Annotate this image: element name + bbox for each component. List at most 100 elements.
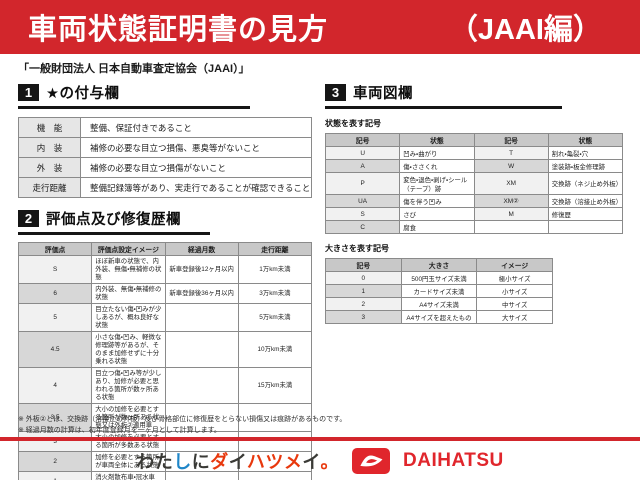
table-row: A 傷・ささくれ W 塗装跡・板金修理跡 <box>324 159 624 173</box>
table-row: P 変色・退色・剥げ・シール（テープ）跡 XM 交換跡（ネジ止め外板） <box>324 172 624 195</box>
table-cell <box>473 220 549 234</box>
column-header: 記号 <box>473 133 549 147</box>
table-row: 5 目立たない傷・凹みが少しあるが、概ね良好な状態 5万km未満 <box>17 303 313 332</box>
table-cell: 傷・ささくれ <box>399 159 475 173</box>
table-cell: 大サイズ <box>476 310 553 324</box>
table-cell: 2 <box>325 297 402 311</box>
table-cell: 内外装、無傷・無補修の状態 <box>91 283 166 304</box>
title-banner: 車両状態証明書の見方 （JAAI編） <box>0 0 640 54</box>
table-cell: XM <box>473 172 549 195</box>
section-1-title: ★の付与欄 <box>46 86 120 102</box>
table-cell: S <box>324 207 401 221</box>
table-cell: 傷を伴う凹み <box>399 194 475 208</box>
table-cell: 補修の必要な目立つ損傷、悪臭等がないこと <box>80 137 312 158</box>
table-cell: 10万km未満 <box>237 331 313 368</box>
condition-table-label: 状態を表す記号 <box>325 119 381 128</box>
column-header: イメージ <box>476 258 553 272</box>
table-cell: C <box>324 220 401 234</box>
table-cell: 交換跡（ネジ止め外板） <box>547 172 624 195</box>
table-cell: UA <box>324 194 401 208</box>
table-cell <box>164 367 239 404</box>
table-cell <box>164 331 239 368</box>
table-cell: 補修の必要な目立つ損傷がないこと <box>80 157 312 178</box>
table-cell <box>237 471 313 480</box>
table-cell: 4 <box>17 367 93 404</box>
brand-tagline: わたしにダイハツメイ。 <box>136 448 339 474</box>
size-table-label: 大きさを表す記号 <box>325 244 389 253</box>
table-row: UA 傷を伴う凹み XM② 交換跡（溶接止め外板） <box>324 194 624 208</box>
table-cell: 腐食 <box>399 220 475 234</box>
divider-rule <box>0 437 640 441</box>
table-row: 3 A4サイズを超えたもの 大サイズ <box>325 310 553 324</box>
table-row: 6 内外装、無傷・無補修の状態 新車登録後36ヶ月以内 3万km未満 <box>17 283 313 304</box>
table-cell: 機 能 <box>18 117 81 138</box>
table-row: 走行距離 整備記録簿等があり、実走行であることが確認できること <box>18 177 312 198</box>
table-row: 1 カードサイズ未満 小サイズ <box>325 284 553 298</box>
table-cell: 4.5 <box>17 331 93 368</box>
table-cell: 3万km未満 <box>237 283 313 304</box>
table-cell: 5万km未満 <box>237 303 313 332</box>
table-cell: 小さな傷・凹み、軽微な修理跡等があるが、そのまま加修せずに十分乗れる状態 <box>91 331 166 368</box>
table-cell: 塗装跡・板金修理跡 <box>547 159 624 173</box>
column-header: 経過月数 <box>164 242 239 256</box>
table-cell: さび <box>399 207 475 221</box>
table-cell: XM② <box>473 194 549 208</box>
organization-subtitle: 「一般財団法人 日本自動車査定協会（JAAI）」 <box>18 63 250 75</box>
table-cell: A <box>324 159 401 173</box>
table-cell: M <box>473 207 549 221</box>
footnotes: ※ 外板②とは、交換跡（溶接止め外板）及び骨格部位に修復歴をとらない損傷又は痕跡… <box>18 415 346 436</box>
table-cell: 目立たない傷・凹みが少しあるが、概ね良好な状態 <box>91 303 166 332</box>
tagline-char: し <box>173 452 192 472</box>
tagline-char: 。 <box>320 452 339 472</box>
section-2-title: 評価点及び修復歴欄 <box>46 212 181 228</box>
tagline-char: ダ <box>210 452 229 472</box>
table-cell: 1万km未満 <box>237 255 313 284</box>
table-cell: 2 <box>17 451 93 472</box>
tagline-char: た <box>154 452 174 472</box>
section-3-number-badge: 3 <box>325 84 346 101</box>
table-row: 内 装補修の必要な目立つ損傷、悪臭等がないこと <box>18 137 312 158</box>
column-header: 評価点 <box>17 242 93 256</box>
table-row: 外 装補修の必要な目立つ損傷がないこと <box>18 157 312 178</box>
table-cell: 割れ・亀裂・穴 <box>547 146 624 160</box>
tagline-char: ツ <box>265 452 284 472</box>
table-cell: 1 <box>325 284 402 298</box>
section-2-number-badge: 2 <box>18 210 39 227</box>
page-title: 車両状態証明書の見方 <box>28 14 329 46</box>
tagline-char: に <box>191 452 211 472</box>
star-criteria-table: 機 能整備、保証付きであること内 装補修の必要な目立つ損傷、悪臭等がないこと外 … <box>18 117 312 198</box>
table-cell: 中サイズ <box>476 297 553 311</box>
table-cell: 走行距離 <box>18 177 81 198</box>
table-row: S さび M 修復歴 <box>324 207 624 221</box>
section-1-number-badge: 1 <box>18 84 39 101</box>
footnote-2: ※ 経過月数の計算は、初年度登録月を一ヶ月として計算します。 <box>18 426 221 434</box>
footnote-1: ※ 外板②とは、交換跡（溶接止め外板）及び骨格部位に修復歴をとらない損傷又は痕跡… <box>18 416 347 423</box>
tagline-char: メ <box>283 452 303 472</box>
left-column: 1 ★の付与欄 機 能整備、保証付きであること内 装補修の必要な目立つ損傷、悪臭… <box>17 82 313 480</box>
table-cell: 3 <box>325 310 402 324</box>
table-cell: S <box>17 255 93 284</box>
evaluation-score-table: 評価点 評価点設定イメージ 経過月数 走行距離 S ほぼ新車の状態で、内外装、無傷・無補修… <box>17 242 313 480</box>
daihatsu-logo-icon <box>352 448 390 474</box>
tagline-char: イ <box>228 452 247 472</box>
table-cell: U <box>324 146 401 160</box>
table-cell: 新車登録後12ヶ月以内 <box>164 255 239 284</box>
table-row: C 腐食 <box>324 220 624 234</box>
table-cell: 交換跡（溶接止め外板） <box>547 194 624 208</box>
table-cell: 15万km未満 <box>237 367 313 404</box>
table-cell: 新車登録後36ヶ月以内 <box>164 283 239 304</box>
table-cell: W <box>473 159 549 173</box>
tagline-char: イ <box>302 452 321 472</box>
footer: わたしにダイハツメイ。 DAIHATSU <box>0 444 640 478</box>
table-row: S ほぼ新車の状態で、内外装、無傷・無補修の状態 新車登録後12ヶ月以内 1万km未満 <box>17 255 313 284</box>
table-cell: P <box>324 172 401 195</box>
column-header: 状態 <box>399 133 475 147</box>
tagline-char: わ <box>136 452 155 472</box>
table-row: 4 目立つ傷・凹み等が少しあり、加修が必要と思われる箇所が数ヶ所ある状態 15万km… <box>17 367 313 404</box>
table-cell: 外 装 <box>18 157 81 178</box>
table-row: U 凹み・曲がり T 割れ・亀裂・穴 <box>324 146 624 160</box>
table-cell: 6 <box>17 283 93 304</box>
column-header: 記号 <box>325 258 402 272</box>
right-column: 3 車両図欄 状態を表す記号 記号 状態 記号 状態 U 凹み・曲がり T 割れ・亀裂・穴 A 傷… <box>324 82 624 324</box>
